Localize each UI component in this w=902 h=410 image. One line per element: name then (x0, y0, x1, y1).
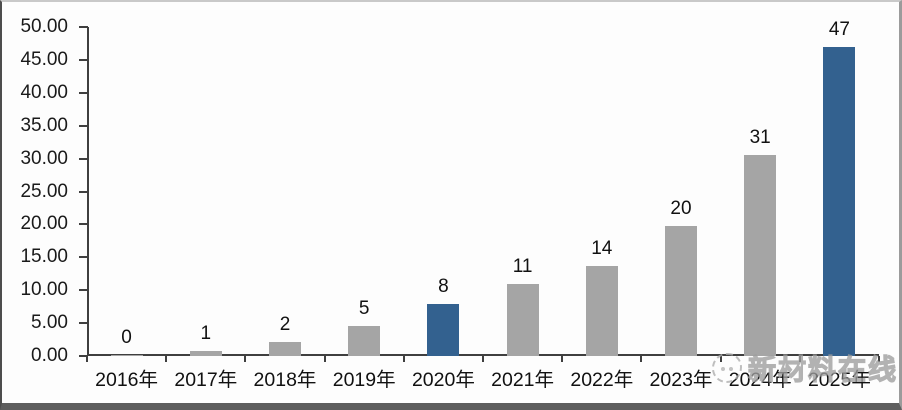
bar-2017年 (189, 350, 222, 356)
x-axis-category-label: 2018年 (253, 369, 317, 391)
y-axis-tick-mark (79, 58, 88, 61)
bar-2018年 (269, 342, 301, 356)
bar-2025年 (823, 46, 856, 356)
y-axis-tick-label: 20.00 (20, 213, 68, 235)
x-axis-tick-mark (719, 356, 722, 362)
y-axis-tick-mark (79, 91, 88, 94)
y-axis-tick-label: 45.00 (20, 48, 68, 70)
bar-2016年 (110, 354, 143, 356)
x-axis-tick-mark (640, 356, 643, 362)
bar-value-label: 31 (749, 127, 771, 149)
bar-value-label: 47 (828, 18, 850, 40)
y-axis-tick-mark (79, 157, 88, 160)
x-axis-category-label: 2022年 (570, 369, 634, 391)
y-axis-tick-mark (79, 223, 88, 226)
bar-2024年 (744, 155, 777, 356)
x-axis-category-label: 2019年 (332, 369, 396, 391)
x-axis-tick-mark (86, 356, 88, 362)
x-axis-tick-mark (482, 356, 484, 362)
bar-value-label: 20 (670, 197, 692, 219)
x-axis-tick-mark (402, 356, 405, 362)
y-axis-tick-mark (79, 322, 88, 325)
y-axis-tick-label: 30.00 (20, 147, 68, 169)
y-axis-tick-mark (79, 190, 88, 193)
y-axis-tick-mark (79, 289, 88, 292)
bar-2021年 (506, 284, 539, 356)
x-axis-tick-mark (323, 356, 326, 362)
y-axis-tick-mark (79, 26, 88, 28)
bar-2020年 (427, 304, 460, 356)
y-axis-tick-label: 10.00 (20, 279, 68, 301)
y-axis-tick-label: 0.00 (31, 345, 68, 366)
y-axis-tick-label: 35.00 (20, 114, 68, 136)
bar-2023年 (665, 225, 697, 356)
bar-value-label: 0 (121, 326, 132, 348)
x-axis-category-label: 2017年 (174, 369, 238, 391)
x-axis-category-label: 2023年 (649, 369, 713, 391)
x-axis-category-label: 2021年 (491, 369, 555, 391)
x-axis-category-label: 2025年 (807, 369, 871, 391)
x-axis-tick-mark (561, 356, 564, 362)
plot-area (87, 27, 879, 356)
x-axis-category-label: 2020年 (411, 369, 475, 391)
bar-value-label: 5 (358, 297, 370, 319)
bar-value-label: 2 (279, 314, 291, 336)
y-axis-tick-mark (79, 355, 88, 357)
y-axis-tick-label: 40.00 (20, 81, 68, 103)
y-axis-tick-label: 5.00 (31, 312, 68, 334)
bar-value-label: 1 (200, 322, 212, 344)
x-axis-tick-mark (244, 356, 247, 362)
bar-value-label: 8 (438, 276, 449, 298)
y-axis-tick-mark (79, 124, 88, 127)
x-axis-tick-mark (798, 356, 801, 362)
y-axis-tick-label: 50.00 (20, 16, 68, 37)
x-axis-category-label: 2016年 (95, 369, 159, 391)
y-axis-tick-mark (79, 256, 88, 259)
y-axis-tick-label: 25.00 (20, 180, 68, 202)
x-axis-tick-mark (878, 356, 880, 362)
bar-2022年 (585, 265, 618, 356)
bar-value-label: 14 (591, 237, 613, 259)
bar-value-label: 11 (512, 256, 533, 278)
x-axis-category-label: 2024年 (728, 369, 792, 391)
x-axis-tick-mark (165, 356, 168, 362)
y-axis-tick-label: 15.00 (20, 246, 68, 268)
bar-2019年 (348, 325, 381, 356)
